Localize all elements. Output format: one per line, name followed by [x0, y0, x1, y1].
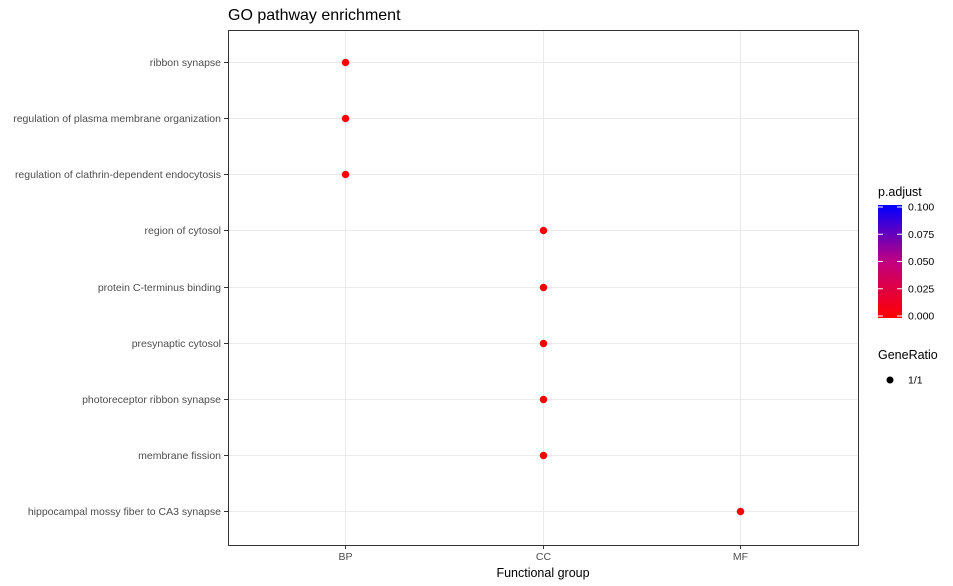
- color-legend-ticks: 0.100 0.075 0.050 0.025 0.000: [878, 202, 934, 323]
- x-tick-label: MF: [733, 551, 748, 563]
- plot-panel-border: [228, 30, 859, 546]
- data-point: [341, 114, 350, 123]
- color-legend: p.adjust 0.100 0.075 0.050 0.025 0.000: [878, 185, 934, 323]
- x-axis-label: Functional group: [496, 566, 589, 580]
- data-point: [341, 170, 350, 179]
- size-legend-entries: 1/1: [886, 375, 923, 387]
- y-tick-label: photoreceptor ribbon synapse: [82, 394, 221, 406]
- color-legend-title: p.adjust: [878, 185, 922, 199]
- data-points: [341, 58, 745, 516]
- x-tick-label: CC: [536, 551, 552, 563]
- y-tick-label: regulation of plasma membrane organizati…: [13, 113, 221, 125]
- color-legend-tick-label: 0.075: [908, 229, 934, 241]
- color-legend-tick-label: 0.025: [908, 283, 934, 295]
- color-legend-tick-label: 0.050: [908, 256, 934, 268]
- size-legend-label: 1/1: [908, 375, 923, 387]
- y-tick-label: ribbon synapse: [150, 57, 221, 69]
- y-tick-label: protein C-terminus binding: [98, 282, 221, 294]
- data-point: [539, 283, 548, 292]
- data-point: [539, 395, 548, 404]
- y-tick-label: hippocampal mossy fiber to CA3 synapse: [28, 506, 221, 518]
- data-point: [539, 339, 548, 348]
- chart-title: GO pathway enrichment: [228, 7, 401, 24]
- data-point: [539, 226, 548, 235]
- size-legend-title: GeneRatio: [878, 348, 938, 362]
- data-point: [736, 507, 745, 516]
- y-tick-label: regulation of clathrin-dependent endocyt…: [15, 169, 221, 181]
- y-tick-label: membrane fission: [138, 450, 221, 462]
- y-axis-ticks: ribbon synapse regulation of plasma membr…: [13, 57, 228, 518]
- y-tick-label: region of cytosol: [145, 225, 221, 237]
- size-legend: GeneRatio 1/1: [878, 348, 938, 387]
- y-tick-label: presynaptic cytosol: [132, 338, 221, 350]
- color-legend-tick-label: 0.100: [908, 202, 934, 214]
- data-point: [539, 451, 548, 460]
- x-axis-ticks: BP CC MF: [338, 545, 748, 563]
- data-point: [341, 58, 350, 67]
- size-legend-key: [886, 376, 894, 384]
- x-tick-label: BP: [338, 551, 352, 563]
- color-legend-tick-label: 0.000: [908, 311, 934, 323]
